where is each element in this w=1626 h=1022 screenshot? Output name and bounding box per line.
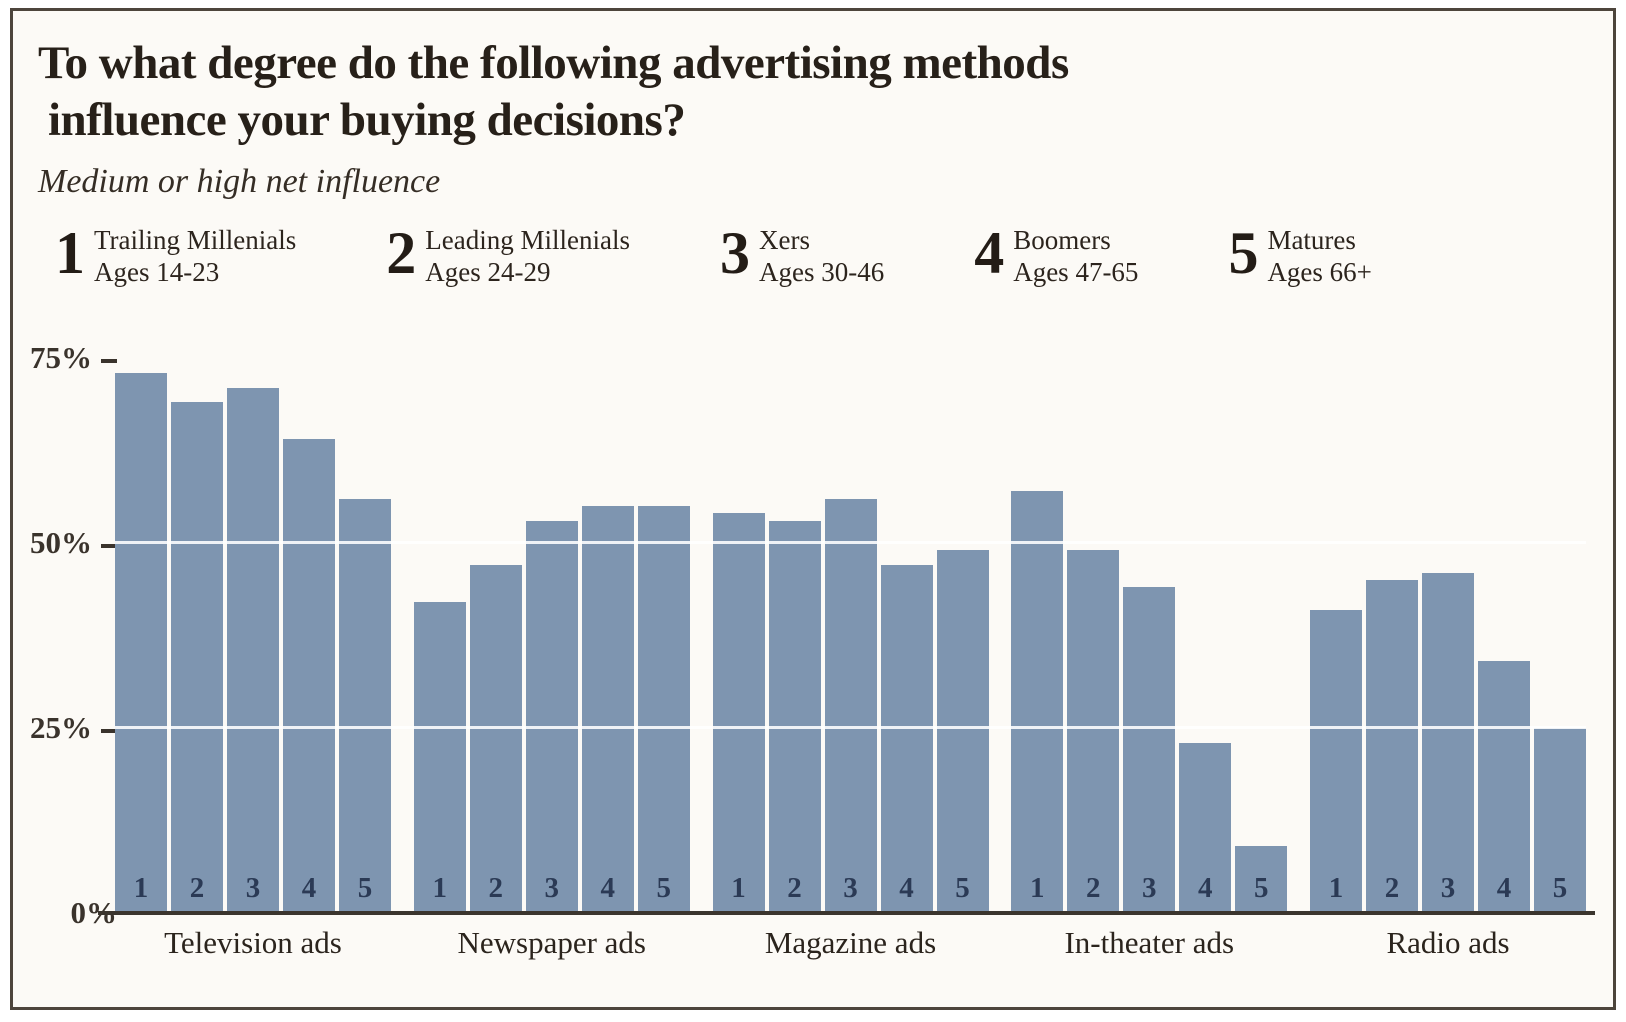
legend-ages: Ages 66+ [1267, 256, 1372, 287]
category-label: Magazine ads [764, 925, 937, 960]
plot-area: 1 2 3 4 5 1 2 3 4 5 1 2 3 4 5 1 2 3 4 5 1 2 3 4 5 [115, 343, 1586, 913]
legend-number: 3 [719, 220, 750, 286]
bar: 2 [469, 565, 522, 913]
legend-ages: Ages 24-29 [425, 256, 551, 287]
bar-group: 1 2 3 4 5 [115, 343, 391, 913]
legend-ages: Ages 14-23 [94, 256, 220, 287]
bar: 3 [525, 521, 578, 913]
bar-group: 1 2 3 4 5 [712, 343, 989, 913]
legend-item-3: 3 Xers Ages 30-46 [720, 219, 884, 289]
category-label: Newspaper ads [457, 925, 646, 960]
legend-item-5: 5 Matures Ages 66+ [1228, 219, 1371, 289]
bar-number-label: 3 [843, 872, 858, 904]
bars-row: 1 2 3 4 5 1 2 3 4 5 1 2 3 4 5 1 2 3 4 5 1 2 3 4 5 [115, 343, 1586, 913]
category-labels: Television ads Newspaper ads Magazine ads I… [115, 925, 1586, 961]
bar-number-label: 2 [189, 872, 205, 904]
x-axis-line [98, 911, 1595, 915]
legend-number: 4 [974, 220, 1005, 286]
legend-name: Matures [1267, 225, 1356, 255]
legend-ages: Ages 47-65 [1013, 256, 1139, 287]
bar: 4 [1179, 743, 1232, 913]
chart-subtitle: Medium or high net influence [38, 163, 441, 200]
bar-number-label: 1 [1328, 872, 1344, 904]
bar-group: 1 2 3 4 5 [1011, 343, 1288, 913]
legend-ages: Ages 30-46 [758, 256, 885, 287]
bar-number-label: 5 [1254, 872, 1269, 904]
bar-number-label: 1 [133, 872, 149, 904]
legend-name: Boomers [1013, 225, 1111, 255]
bar: 3 [1123, 587, 1176, 913]
bar-number-label: 3 [544, 872, 560, 904]
bar-number-label: 1 [1030, 872, 1045, 904]
bar-number-label: 1 [731, 872, 746, 904]
bar: 2 [171, 402, 223, 913]
bar: 5 [339, 499, 391, 913]
bar: 4 [283, 439, 335, 913]
bar: 5 [1534, 728, 1586, 913]
bar: 2 [768, 521, 821, 913]
bar: 1 [115, 373, 167, 913]
chart-title: To what degree do the following advertis… [38, 35, 1069, 150]
legend-item-2: 2 Leading Millenials Ages 24-29 [386, 219, 630, 289]
bar: 3 [1422, 573, 1474, 913]
bar-number-label: 2 [488, 872, 504, 904]
bar-number-label: 4 [899, 872, 914, 904]
bar: 4 [880, 565, 933, 913]
bar-number-label: 2 [787, 872, 802, 904]
legend-name: Trailing Millenials [94, 225, 297, 255]
bar-number-label: 4 [1496, 872, 1512, 904]
bar: 2 [1366, 580, 1418, 913]
bar-number-label: 4 [600, 872, 616, 904]
legend-item-4: 4 Boomers Ages 47-65 [974, 219, 1138, 289]
bar-number-label: 4 [1198, 872, 1213, 904]
bar-number-label: 5 [1552, 872, 1568, 904]
y-axis-tick-label: 25% [21, 707, 117, 749]
bar-number-label: 2 [1384, 872, 1400, 904]
bar-number-label: 3 [245, 872, 261, 904]
legend-number: 2 [386, 220, 417, 286]
bar-number-label: 2 [1086, 872, 1101, 904]
bar-number-label: 5 [656, 872, 672, 904]
bar-number-label: 5 [357, 872, 373, 904]
bar: 3 [824, 499, 877, 913]
chart-title-line2: influence your buying decisions? [48, 94, 686, 147]
bar-group: 1 2 3 4 5 [1310, 343, 1586, 913]
chart-title-line1: To what degree do the following advertis… [38, 37, 1069, 89]
category-label: In-theater ads [1064, 925, 1235, 960]
legend-item-1: 1 Trailing Millenials Ages 14-23 [55, 219, 296, 289]
bar: 4 [581, 506, 634, 913]
bar: 1 [413, 602, 466, 913]
bar: 4 [1478, 661, 1530, 913]
bar: 1 [712, 513, 765, 913]
category-label: Radio ads [1386, 925, 1510, 960]
bar-group: 1 2 3 4 5 [413, 343, 690, 913]
bar: 2 [1067, 550, 1120, 913]
legend-number: 1 [55, 220, 85, 286]
bar-number-label: 3 [1440, 872, 1456, 904]
bar: 5 [1235, 846, 1288, 913]
category-label: Television ads [164, 925, 342, 960]
bar-number-label: 4 [301, 872, 317, 904]
bar: 1 [1310, 610, 1362, 913]
bar: 3 [227, 388, 279, 913]
legend-name: Leading Millenials [425, 225, 630, 255]
bar-number-label: 1 [432, 872, 448, 904]
chart-frame: To what degree do the following advertis… [10, 8, 1616, 1010]
legend: 1 Trailing Millenials Ages 14-23 2 Leading M… [55, 219, 1372, 289]
bar-number-label: 3 [1142, 872, 1157, 904]
bar-number-label: 5 [955, 872, 970, 904]
legend-number: 5 [1228, 220, 1259, 286]
bar: 5 [637, 506, 690, 913]
legend-name: Xers [758, 225, 810, 255]
bar: 5 [936, 550, 989, 913]
bar: 1 [1011, 491, 1064, 913]
y-axis-tick-label: 75% [21, 337, 117, 379]
y-axis-tick-label: 50% [21, 522, 117, 564]
